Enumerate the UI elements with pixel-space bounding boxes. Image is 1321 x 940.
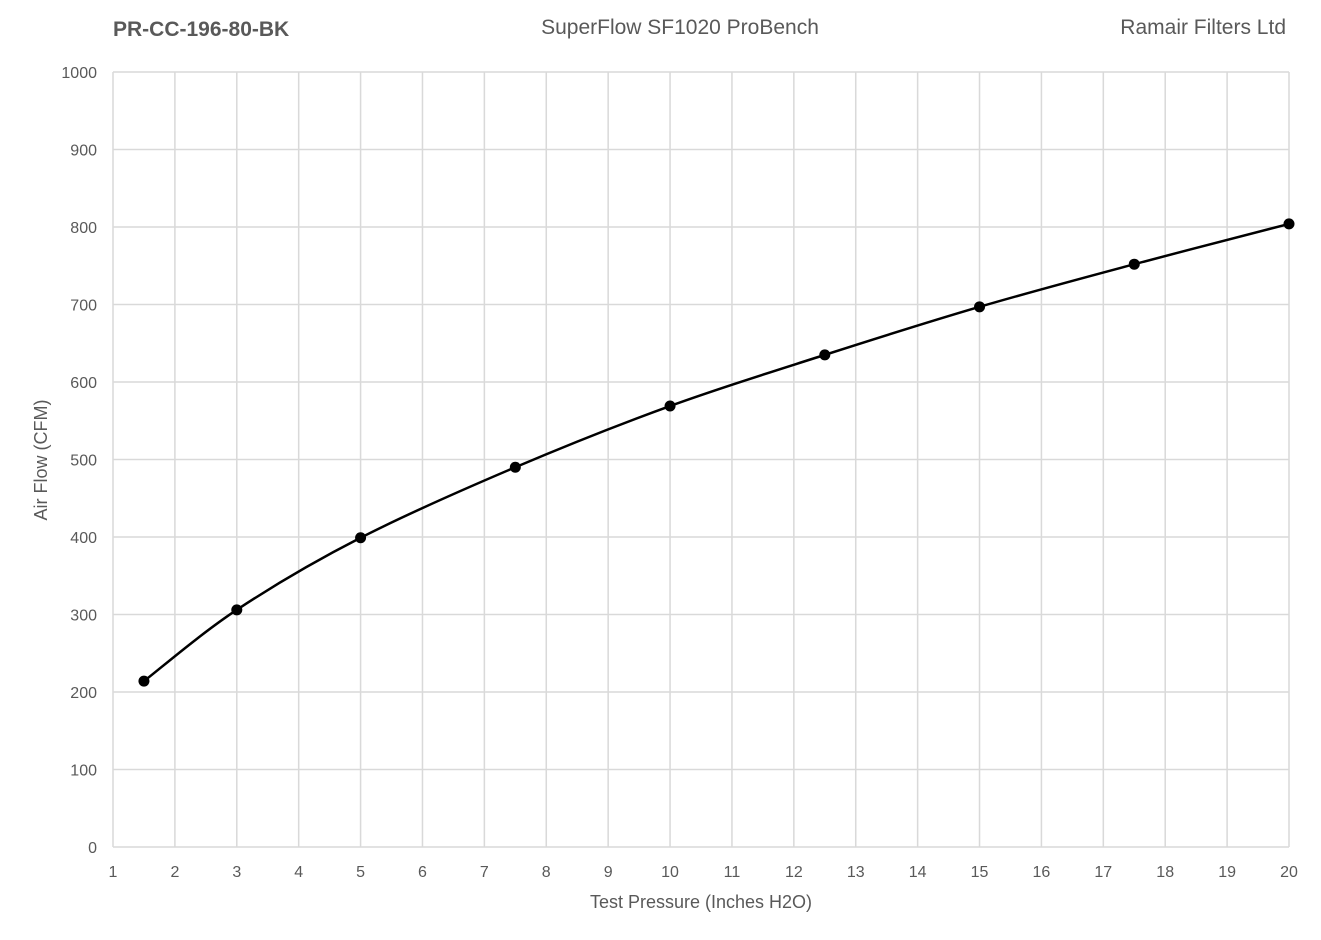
y-tick-label: 800	[70, 220, 97, 237]
data-point	[509, 461, 521, 473]
data-point	[1128, 258, 1140, 270]
y-tick-label: 500	[70, 453, 97, 470]
tick-labels: 1 2 3 4 5 6 7 8 9 10 11 12 13 14 15 16 17 18 19 20010020030…	[61, 65, 1298, 881]
y-tick-label: 0	[88, 840, 97, 857]
y-tick-label: 600	[70, 375, 97, 392]
y-axis-label: Air Flow (CFM)	[31, 400, 51, 521]
y-tick-label: 400	[70, 530, 97, 547]
x-tick-label: 5	[356, 864, 365, 881]
data-point	[974, 301, 986, 313]
series-line	[143, 222, 1290, 683]
x-tick-label: 1	[109, 864, 118, 881]
x-tick-label: 4	[294, 864, 303, 881]
x-tick-label: 3	[232, 864, 241, 881]
x-tick-label: 14	[909, 864, 927, 881]
grid	[112, 71, 1290, 848]
x-tick-label: 17	[1094, 864, 1112, 881]
part-number: PR-CC-196-80-BK	[113, 18, 290, 41]
x-tick-label: 8	[542, 864, 551, 881]
y-tick-label: 200	[70, 685, 97, 702]
company-name: Ramair Filters Ltd	[1120, 16, 1286, 39]
x-tick-label: 10	[661, 864, 679, 881]
y-tick-label: 900	[70, 143, 97, 160]
data-point	[231, 604, 243, 616]
x-tick-label: 16	[1033, 864, 1051, 881]
y-tick-label: 300	[70, 608, 97, 625]
x-tick-label: 13	[847, 864, 865, 881]
x-tick-label: 19	[1218, 864, 1236, 881]
bench-name: SuperFlow SF1020 ProBench	[541, 16, 819, 39]
y-tick-label: 700	[70, 298, 97, 315]
x-tick-label: 6	[418, 864, 427, 881]
x-axis-label: Test Pressure (Inches H2O)	[590, 892, 812, 912]
x-tick-label: 2	[170, 864, 179, 881]
y-tick-label: 100	[70, 763, 97, 780]
data-point	[355, 532, 367, 544]
data-points	[138, 218, 1295, 687]
x-tick-label: 15	[971, 864, 989, 881]
x-tick-label: 12	[785, 864, 803, 881]
x-tick-label: 18	[1156, 864, 1174, 881]
x-tick-label: 9	[604, 864, 613, 881]
x-tick-label: 7	[480, 864, 489, 881]
data-point	[664, 400, 676, 412]
x-tick-label: 11	[724, 864, 741, 881]
x-tick-label: 20	[1280, 864, 1298, 881]
data-point	[138, 675, 150, 687]
y-tick-label: 1000	[61, 65, 97, 82]
data-point	[819, 349, 831, 361]
data-point	[1283, 218, 1295, 230]
